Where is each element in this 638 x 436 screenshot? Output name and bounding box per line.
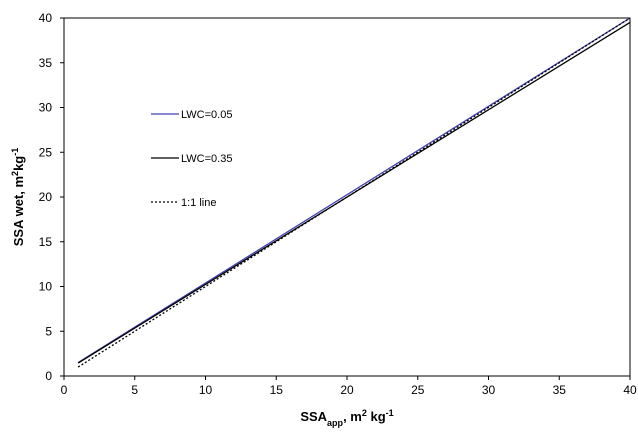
series-line-3 xyxy=(77,17,631,368)
y-axis-title-sup1: 2 xyxy=(10,171,20,176)
x-axis-title-main: SSA xyxy=(300,409,327,424)
series-line-1 xyxy=(77,17,631,364)
x-axis-title: SSAapp, m2 kg-1 xyxy=(300,408,393,428)
legend: LWC=0.05 LWC=0.35 1:1 line xyxy=(151,109,232,209)
x-axis-title-sub: app xyxy=(327,418,344,428)
y-tick-label: 20 xyxy=(39,190,53,204)
legend-label-2: LWC=0.35 xyxy=(181,153,232,165)
y-axis-title: SSA wet, m2kg-1 xyxy=(10,148,26,247)
x-axis-title-sup2: -1 xyxy=(386,408,394,418)
x-tick-label: 40 xyxy=(623,383,637,397)
x-tick-label: 30 xyxy=(482,383,496,397)
y-tick-label: 5 xyxy=(45,324,52,338)
tick-labels: 0 5 10 15 20 25 30 35 40 0 5 10 15 20 25 30 35 40 xyxy=(39,11,637,397)
y-axis-title-main: SSA wet, m xyxy=(11,176,26,246)
y-tick-label: 30 xyxy=(39,101,53,115)
x-tick-label: 0 xyxy=(61,383,68,397)
x-axis-title-rest: , m xyxy=(343,409,362,424)
x-tick-label: 15 xyxy=(270,383,284,397)
legend-label-3: 1:1 line xyxy=(181,197,216,209)
y-tick-label: 40 xyxy=(39,11,53,25)
series-lines xyxy=(77,17,631,368)
y-tick-label: 25 xyxy=(39,145,53,159)
legend-label-1: LWC=0.05 xyxy=(181,109,232,121)
y-tick-label: 15 xyxy=(39,235,53,249)
axes xyxy=(60,17,631,380)
y-tick-label: 35 xyxy=(39,56,53,70)
x-tick-label: 35 xyxy=(553,383,567,397)
x-tick-label: 10 xyxy=(199,383,213,397)
x-tick-label: 20 xyxy=(340,383,354,397)
y-axis-title-rest: kg xyxy=(11,156,26,171)
x-tick-label: 25 xyxy=(411,383,425,397)
y-tick-label: 10 xyxy=(39,280,53,294)
y-tick-label: 0 xyxy=(45,369,52,383)
y-axis-title-sup2: -1 xyxy=(10,148,20,156)
x-tick-label: 5 xyxy=(131,383,138,397)
x-axis-title-rest2: kg xyxy=(367,409,386,424)
x-axis-title-sup1: 2 xyxy=(362,408,367,418)
series-line-2 xyxy=(77,21,631,364)
